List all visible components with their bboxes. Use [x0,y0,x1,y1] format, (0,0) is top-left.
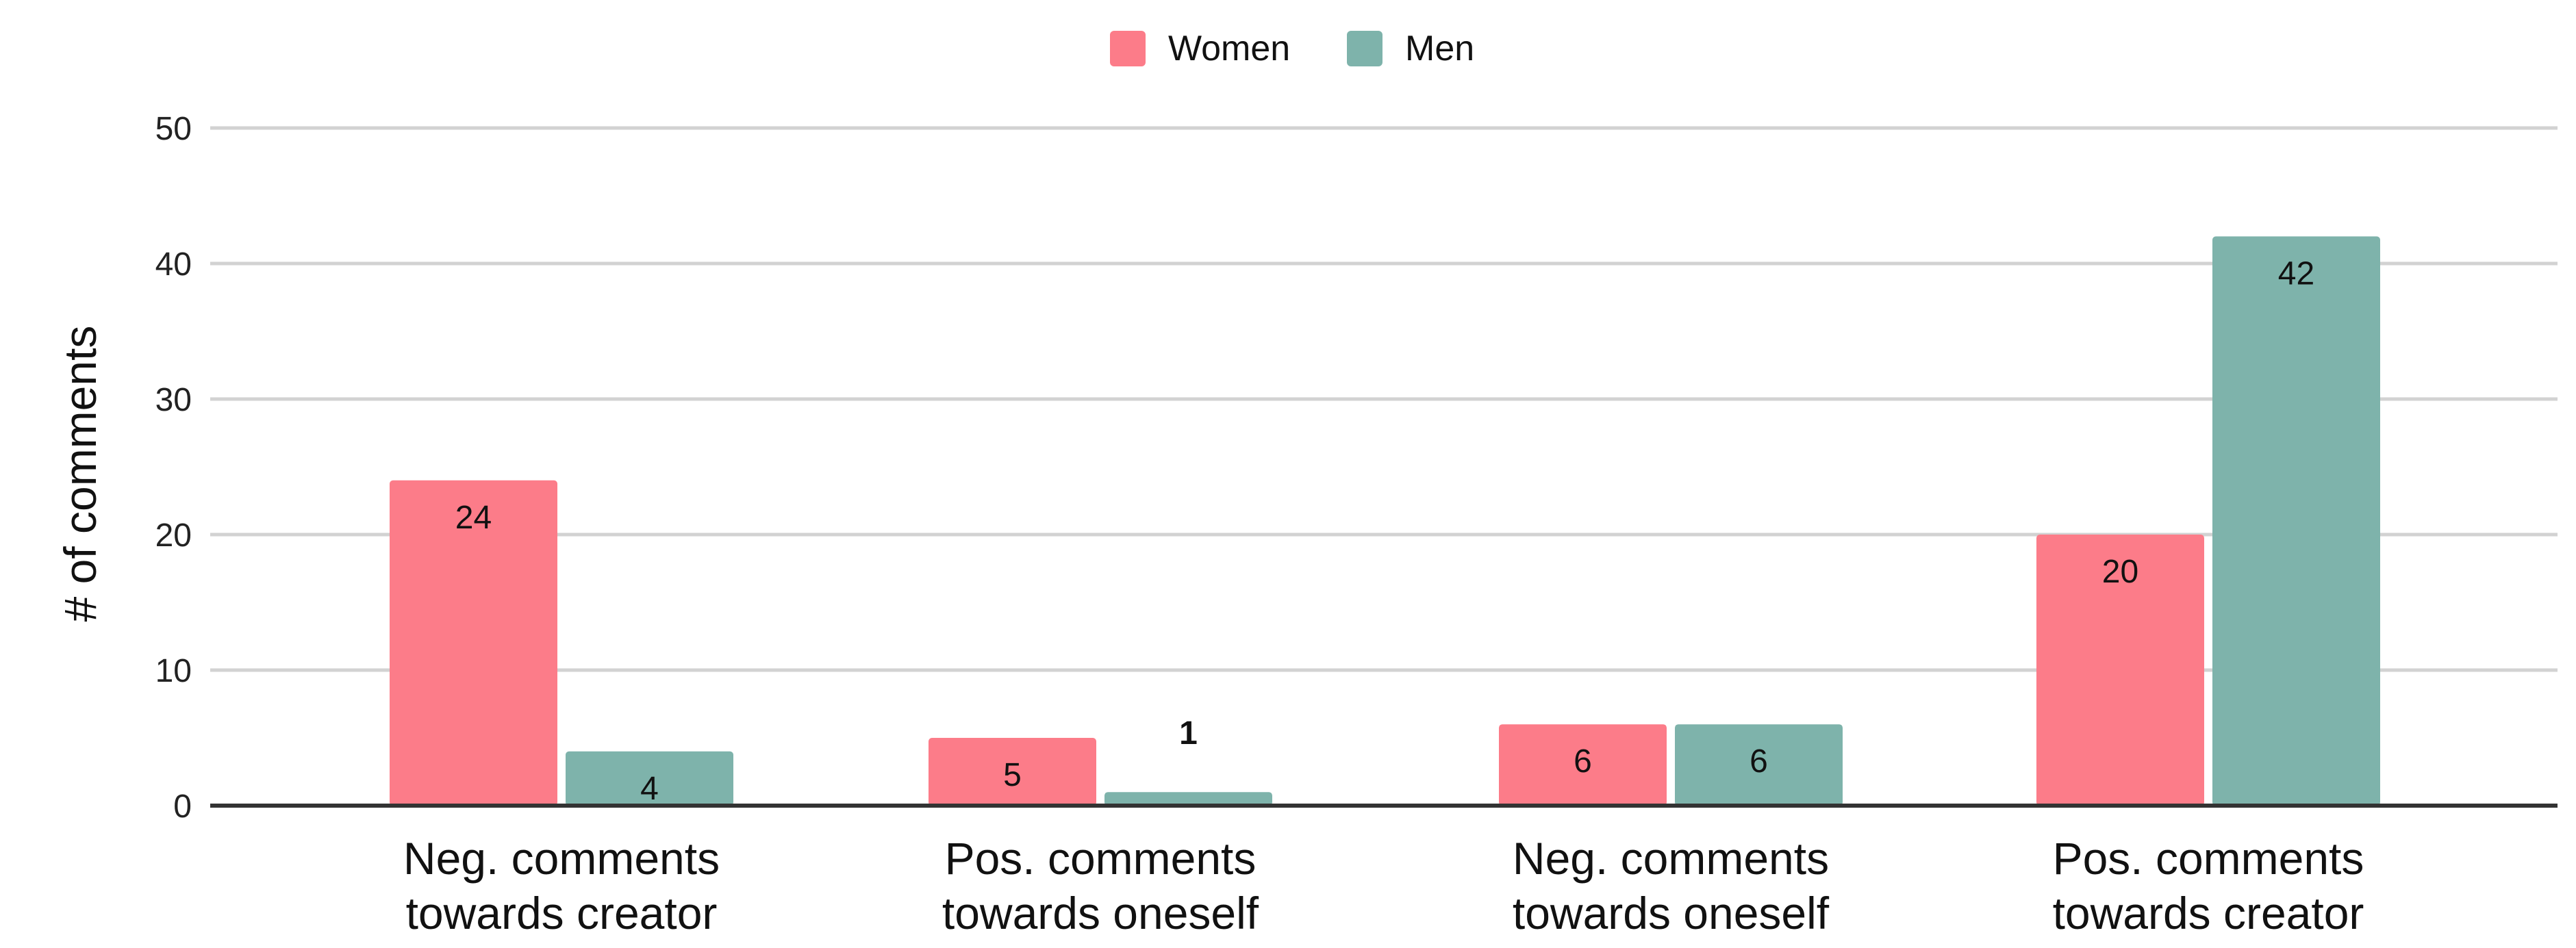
legend-swatch-men [1347,31,1382,66]
x-category-label: Neg. comments towards oneself [1513,833,1830,938]
bar-value-labels: 24 5 6 20 4 1 6 42 [455,255,2314,806]
bar-value-label: 20 [2102,554,2138,590]
gridlines [210,126,2558,672]
axes: 0 10 20 30 40 50 # of comments Neg. comments tow… [55,111,2558,938]
bar-men-3 [2212,236,2380,806]
y-tick-label: 50 [155,111,192,147]
legend-label-men: Men [1405,29,1474,68]
bar-value-label: 6 [1750,743,1768,780]
bar-men-2 [1675,724,1843,806]
legend-label-women: Women [1168,29,1290,68]
bar-value-label: 4 [640,771,659,807]
y-tick-label: 10 [155,653,192,689]
y-tick-label: 30 [155,382,192,418]
bar-value-label: 6 [1574,743,1592,780]
y-tick-label: 0 [173,789,192,825]
x-category-label: Pos. comments towards oneself [942,833,1259,938]
bar-men-0 [566,751,733,806]
legend-swatch-women [1110,31,1146,66]
legend: Women Men [1110,29,1474,68]
y-tick-label: 20 [155,517,192,554]
bars [390,236,2380,806]
y-axis-title: # of comments [55,326,105,622]
bar-women-2 [1499,724,1667,806]
x-category-label: Pos. comments towards creator [2053,833,2364,938]
bar-women-0 [390,480,557,806]
bar-value-label: 42 [2278,255,2314,292]
x-category-label: Neg. comments towards creator [403,833,720,938]
bar-value-label: 5 [1003,757,1022,793]
bar-women-3 [2036,535,2204,806]
bar-men-1 [1104,792,1272,806]
bar-value-label: 24 [455,500,492,536]
y-tick-label: 40 [155,246,192,283]
bar-value-label: 1 [1179,715,1198,752]
bar-women-1 [929,738,1096,806]
